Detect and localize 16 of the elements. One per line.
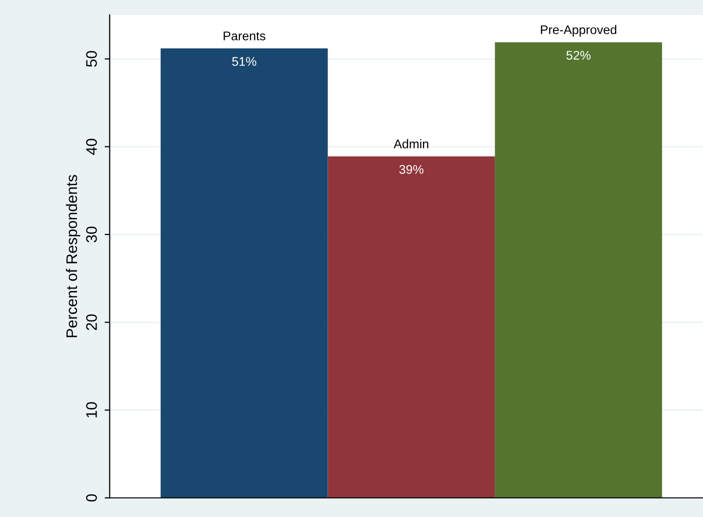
y-tick-label: 30 — [86, 226, 97, 242]
bar — [160, 48, 328, 498]
y-tick-label: 20 — [86, 314, 97, 330]
x-tick-label: Admin — [394, 139, 428, 148]
y-tick-label: 10 — [86, 402, 97, 418]
y-tick-label: 0 — [86, 494, 97, 502]
bar — [494, 42, 662, 498]
y-axis-title: Percent of Respondents — [66, 175, 80, 338]
bar — [328, 156, 495, 498]
y-tick-label: 50 — [86, 50, 97, 67]
x-tick-label: Pre-Approved — [540, 25, 616, 37]
y-tick-label: 40 — [86, 138, 97, 155]
data-label: 51% — [232, 57, 256, 66]
data-label: 39% — [399, 165, 424, 174]
data-label: 52% — [566, 50, 591, 60]
x-tick-label: Parents — [224, 32, 266, 40]
